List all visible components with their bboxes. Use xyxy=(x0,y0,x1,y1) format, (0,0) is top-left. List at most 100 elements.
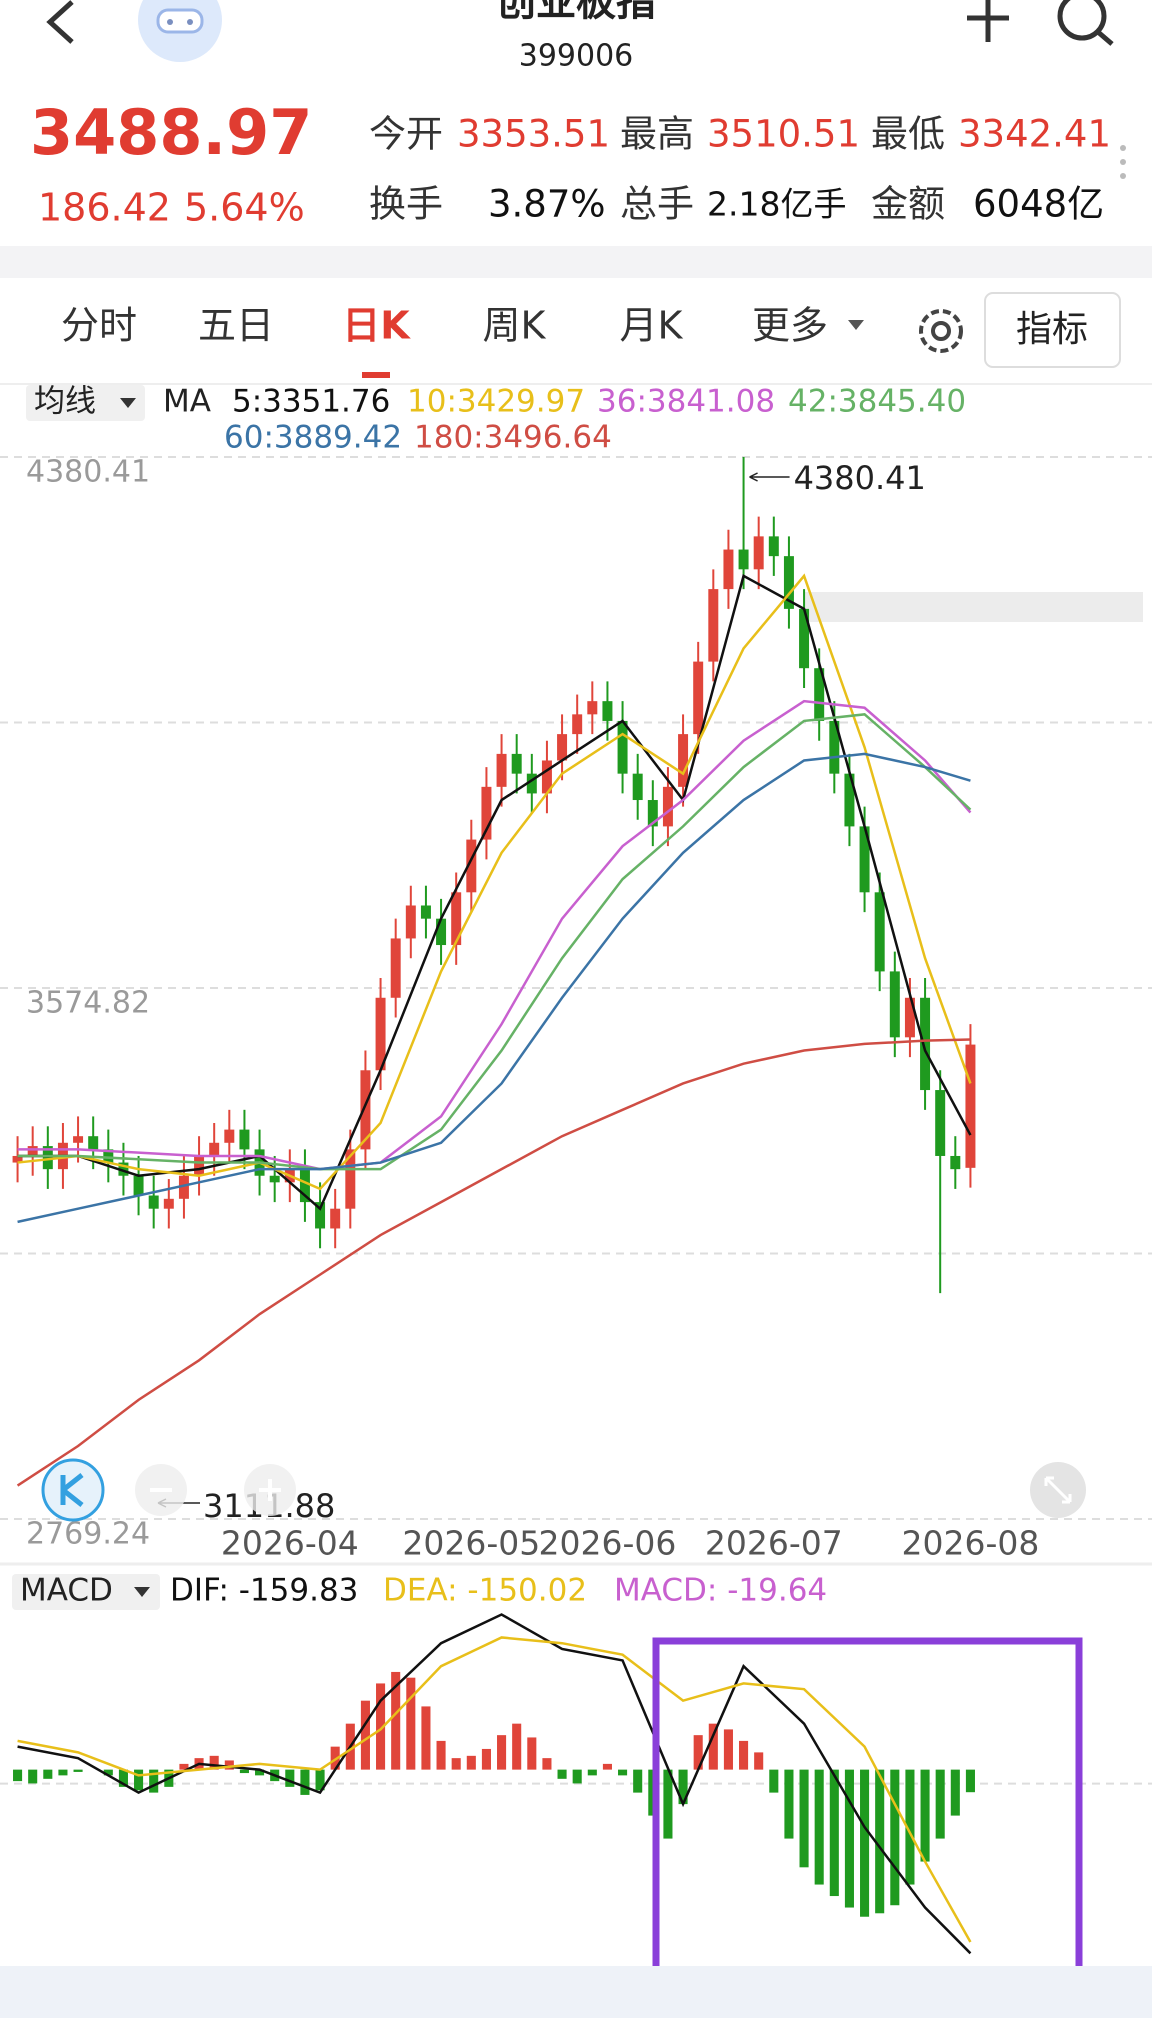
tab[interactable]: 更多 xyxy=(752,304,828,348)
legend-label: 180:3496.64 xyxy=(414,420,612,456)
stat-label: 换手 xyxy=(369,183,443,226)
k-button[interactable] xyxy=(41,1458,105,1522)
tab[interactable]: 分时 xyxy=(61,304,137,348)
macd-bar xyxy=(239,1769,249,1774)
candle-body xyxy=(436,918,447,946)
macd-bar xyxy=(602,1763,612,1770)
x-tick-label: 2026-05 xyxy=(402,1524,540,1563)
legend-label: 42:3845.40 xyxy=(788,384,966,420)
tab[interactable]: 周K xyxy=(483,304,547,348)
candle-body xyxy=(541,760,552,794)
macd-bar xyxy=(451,1758,461,1770)
more-dots[interactable] xyxy=(1120,145,1126,179)
macd-bar xyxy=(255,1769,265,1776)
macd-bar xyxy=(436,1740,446,1770)
avatar[interactable] xyxy=(138,0,222,62)
candle-body xyxy=(678,734,689,787)
macd-bar xyxy=(391,1671,401,1770)
stat-value: 3353.51 xyxy=(457,113,610,156)
candle-body xyxy=(829,720,840,774)
candle-body xyxy=(799,608,810,669)
indicator-button[interactable] xyxy=(984,292,1121,368)
back-button[interactable] xyxy=(46,0,74,44)
stats: 今开 3353.51 最高 3510.51 最低 3342.41 换手 3.87% 总手 2.18… xyxy=(369,113,1111,226)
tabs: 分时 五日 日K 周K 月K 更多 xyxy=(61,304,828,378)
candle-body xyxy=(572,714,583,735)
candle-body xyxy=(783,556,794,609)
candle-body xyxy=(920,997,931,1091)
candle-body xyxy=(738,549,749,570)
macd-bar xyxy=(678,1769,688,1805)
ma-menu-arrow xyxy=(120,398,136,408)
zoom-in-icon xyxy=(259,1479,281,1501)
macd-bar xyxy=(814,1769,824,1885)
candle-body xyxy=(602,701,613,721)
macd-bar xyxy=(28,1769,38,1784)
macd-bar xyxy=(73,1769,83,1772)
ma-line xyxy=(17,573,972,1191)
tab[interactable]: 月K xyxy=(620,304,684,348)
macd-line xyxy=(17,1613,972,1955)
macd-bar xyxy=(587,1769,597,1776)
candle-body xyxy=(617,720,628,774)
x-tick-label: 2026-08 xyxy=(901,1524,1039,1563)
ma-line xyxy=(17,574,972,1211)
indicator-button-label[interactable]: 指标 xyxy=(1016,309,1088,350)
candle-body xyxy=(557,734,568,761)
macd-bar xyxy=(406,1677,416,1770)
macd-bar xyxy=(860,1769,870,1917)
candle-body xyxy=(451,892,462,946)
legend-label: DIF: -159.83 xyxy=(170,1573,358,1609)
macd-bar xyxy=(224,1760,234,1770)
chart-controls xyxy=(41,1458,1086,1522)
ma-menu[interactable] xyxy=(26,385,145,421)
stat-value: 6048亿 xyxy=(973,183,1104,226)
fullscreen-icon xyxy=(1044,1476,1072,1504)
candle-body xyxy=(950,1155,961,1170)
candle-body xyxy=(859,826,870,893)
macd-bar xyxy=(905,1769,915,1885)
macd-bar xyxy=(890,1769,900,1906)
candle-body xyxy=(965,1044,976,1168)
settings-button[interactable] xyxy=(919,309,963,353)
macd-bar xyxy=(134,1769,144,1791)
macd-line xyxy=(17,1636,972,1943)
candle-body xyxy=(360,1070,371,1150)
macd-bar xyxy=(315,1769,325,1791)
search-button[interactable] xyxy=(1057,0,1114,46)
macd-menu[interactable] xyxy=(12,1574,160,1610)
candle-body xyxy=(753,536,764,570)
macd-bar xyxy=(799,1769,809,1868)
macd-bar xyxy=(950,1769,960,1816)
ma-prefix: MA xyxy=(163,384,211,420)
stat-value: 3.87% xyxy=(488,183,606,226)
macd-menu-label[interactable]: MACD xyxy=(20,1573,113,1609)
tab[interactable]: 五日 xyxy=(198,304,274,348)
candle-body xyxy=(375,997,386,1071)
macd-bar xyxy=(557,1769,567,1779)
candle-body xyxy=(526,773,537,794)
macd-bar xyxy=(693,1735,703,1770)
candle-body xyxy=(239,1129,250,1150)
ma-line xyxy=(17,713,972,1171)
candle-body xyxy=(12,1155,23,1163)
candle-body xyxy=(662,786,673,827)
macd-bar xyxy=(935,1769,945,1839)
candle-body xyxy=(693,661,704,735)
candle-body xyxy=(118,1162,129,1176)
macd-bar xyxy=(43,1769,53,1779)
candle-body xyxy=(27,1146,38,1156)
candle-body xyxy=(133,1175,144,1196)
tab[interactable]: 日K xyxy=(342,304,411,348)
add-button[interactable] xyxy=(967,0,1009,42)
ma-menu-label[interactable]: 均线 xyxy=(34,384,96,420)
legend-label: DEA: -150.02 xyxy=(383,1573,587,1609)
macd-bar xyxy=(739,1740,749,1770)
price: 3488.97 xyxy=(30,96,312,169)
candle-body xyxy=(768,536,779,557)
candle-body xyxy=(511,753,522,774)
candle-body xyxy=(224,1129,235,1143)
macd-bar xyxy=(360,1700,370,1770)
macd-bar xyxy=(466,1755,476,1770)
